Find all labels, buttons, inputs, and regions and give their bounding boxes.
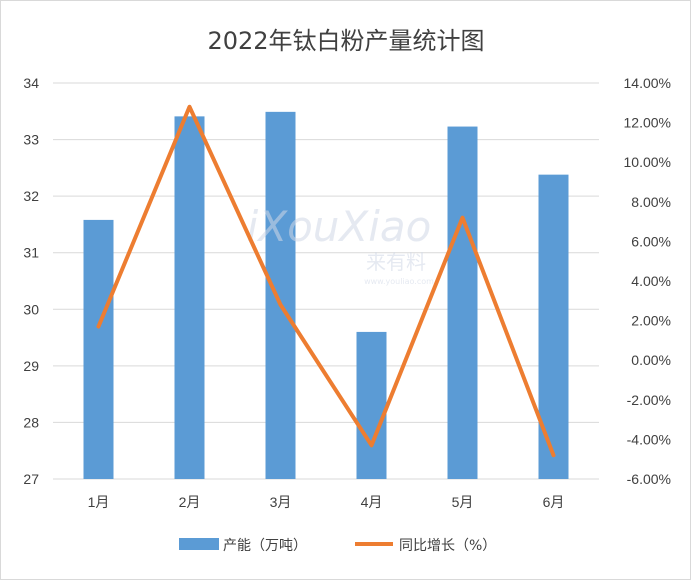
bar [448,127,478,479]
bar [175,116,205,479]
right-tick-label: 12.00% [624,115,671,131]
right-tick-label: -2.00% [627,392,671,408]
watermark-brand: iXouXiao [247,202,432,251]
legend-label-bar: 产能（万吨） [223,538,307,554]
x-tick-label: 5月 [452,494,474,510]
right-tick-label: 4.00% [631,273,671,289]
x-tick-label: 3月 [270,494,292,510]
x-tick-label: 2月 [179,494,201,510]
right-axis-ticks: -6.00% -4.00% -2.00% 0.00% 2.00% 4.00% 6.00% 8.… [624,75,671,487]
left-tick-label: 34 [23,75,39,91]
right-tick-label: 10.00% [624,154,671,170]
x-tick-label: 6月 [543,494,565,510]
bar [84,220,114,479]
bar [357,332,387,479]
right-tick-label: -4.00% [627,431,671,447]
left-tick-label: 27 [23,471,39,487]
right-tick-label: 14.00% [624,75,671,91]
left-tick-label: 28 [23,414,39,430]
legend-swatch-bar [179,538,219,550]
right-tick-label: 2.00% [631,313,671,329]
right-tick-label: 6.00% [631,233,671,249]
line-path [99,107,554,455]
left-tick-label: 31 [23,245,39,261]
right-tick-label: 8.00% [631,194,671,210]
right-tick-label: -6.00% [627,471,671,487]
x-tick-label: 1月 [88,494,110,510]
line-series [98,107,553,456]
right-tick-label: 0.00% [631,352,671,368]
gridlines [53,83,599,479]
left-tick-label: 33 [23,132,39,148]
bar-series [84,112,569,479]
left-tick-label: 29 [23,358,39,374]
bar [266,112,296,479]
watermark-cn: 来有料 [366,250,426,274]
legend: 产能（万吨） 同比增长（%） [179,538,496,554]
left-tick-label: 30 [23,301,39,317]
x-axis-ticks: 1月 2月 3月 4月 5月 6月 [88,494,565,510]
left-axis-ticks: 27 28 29 30 31 32 33 34 [23,75,39,487]
x-tick-label: 4月 [361,494,383,510]
chart-title: 2022年钛白粉产量统计图 [207,27,484,55]
left-tick-label: 32 [23,188,39,204]
watermark-url: www.youliao.com [364,277,434,286]
legend-label-line: 同比增长（%） [399,538,496,554]
